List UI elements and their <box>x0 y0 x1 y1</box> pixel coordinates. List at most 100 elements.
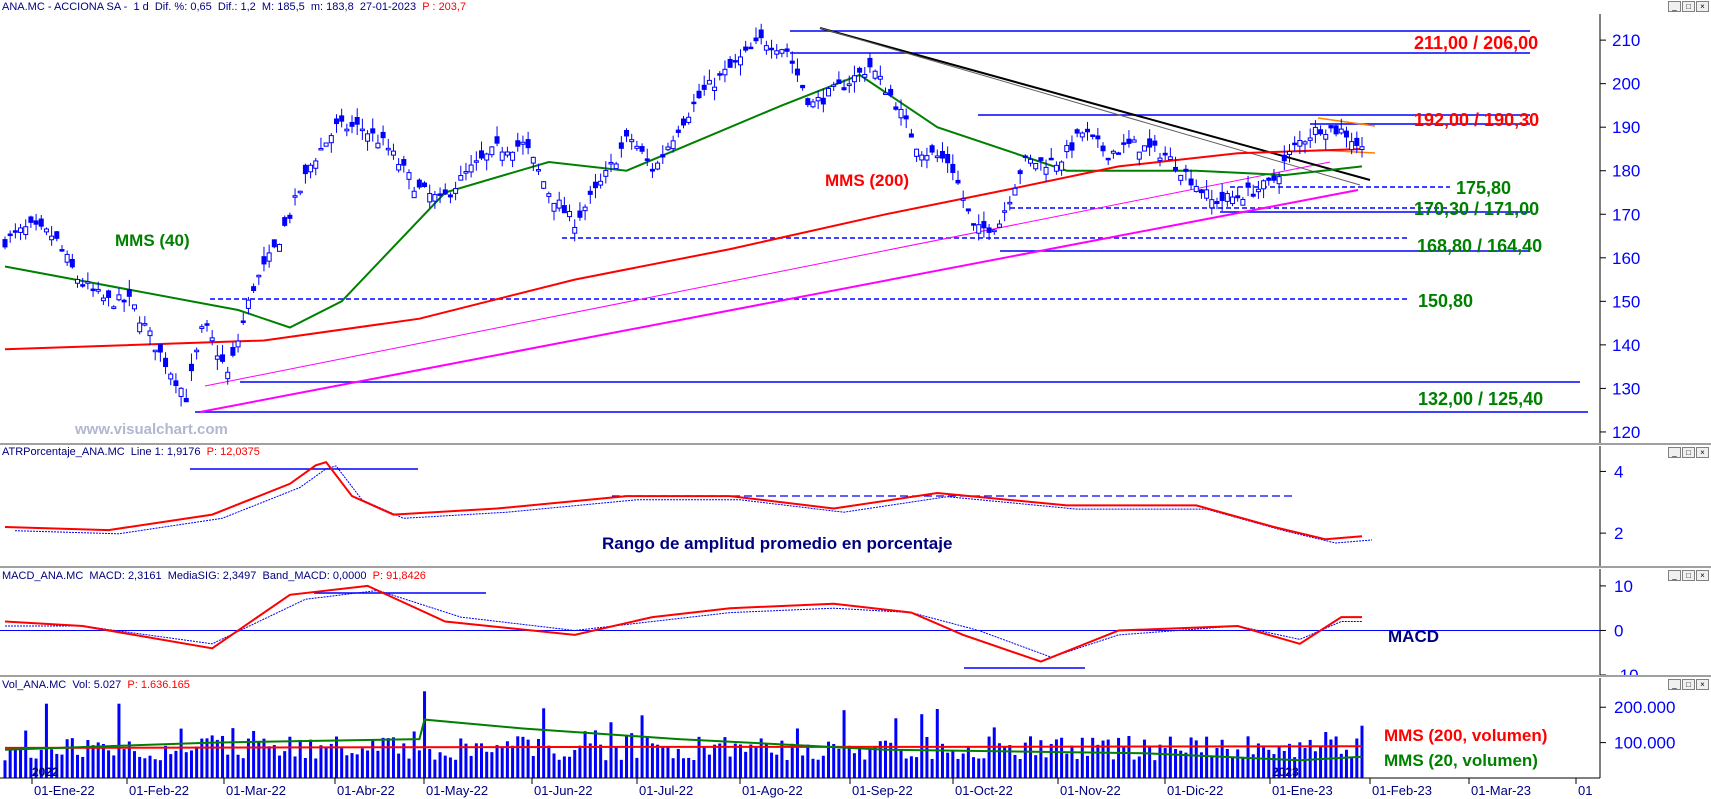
volume-bar <box>272 745 276 778</box>
volume-bar <box>96 742 100 778</box>
volume-bar <box>666 747 670 778</box>
candle-body <box>1074 129 1080 134</box>
price-tick-label: 160 <box>1612 249 1640 268</box>
candle-body <box>525 139 531 149</box>
candle-body <box>85 281 91 284</box>
volume-close-button[interactable]: × <box>1696 679 1709 690</box>
macd-tick-label: 0 <box>1614 621 1623 640</box>
volume-bar <box>350 753 354 778</box>
macd-restore-button[interactable]: _ <box>1668 570 1681 581</box>
atr-close-button[interactable]: × <box>1696 447 1709 458</box>
atr-maximize-button[interactable]: □ <box>1682 447 1695 458</box>
volume-bar <box>1101 740 1105 778</box>
volume-tick-label: 100.000 <box>1614 734 1675 753</box>
candle-body <box>815 96 821 102</box>
volume-bar <box>630 733 634 778</box>
macd-line <box>4 584 1362 663</box>
volume-maximize-button[interactable]: □ <box>1682 679 1695 690</box>
date-tick-label: 01-Feb-23 <box>1372 783 1432 798</box>
volume-bar <box>345 755 349 778</box>
volume-bar <box>718 743 722 778</box>
candle-body <box>701 84 707 90</box>
volume-bar <box>827 741 831 778</box>
volume-bar <box>526 739 530 778</box>
candle-body <box>297 190 303 194</box>
volume-bar <box>1039 740 1043 778</box>
candle-body <box>152 349 158 353</box>
macd-close-button[interactable]: × <box>1696 570 1709 581</box>
volume-bar <box>878 741 882 778</box>
candle-body <box>618 142 624 149</box>
volume-bar <box>1210 756 1214 778</box>
volume-bar <box>241 758 245 778</box>
volume-bar <box>1132 759 1136 778</box>
volume-bar <box>894 718 898 778</box>
candle-body <box>851 75 857 83</box>
separator-1[interactable] <box>0 443 1711 445</box>
volume-bar <box>935 709 939 778</box>
candle-body <box>665 146 671 151</box>
candle-body <box>432 194 438 202</box>
volume-bar <box>13 747 17 778</box>
candle-body <box>1193 185 1199 193</box>
candle-body <box>339 115 345 122</box>
candle-body <box>592 181 598 189</box>
volume-bar <box>697 736 701 778</box>
candle-body <box>515 140 521 147</box>
price-maximize-button[interactable]: □ <box>1682 1 1695 12</box>
support-trendline-thin <box>204 161 1331 387</box>
date-tick-label: 01 <box>1578 783 1592 798</box>
candle-body <box>587 190 593 195</box>
separator-2[interactable] <box>0 566 1711 568</box>
candle-body <box>996 223 1002 228</box>
candle-body <box>261 256 267 265</box>
volume-bar <box>459 738 463 778</box>
price-panel[interactable]: ANA.MC - ACCIONA SA - 1 d Dif. %: 0,65 D… <box>0 0 1711 448</box>
candle-body <box>1126 138 1132 144</box>
atr-restore-button[interactable]: _ <box>1668 447 1681 458</box>
volume-restore-button[interactable]: _ <box>1668 679 1681 690</box>
candle-body <box>639 146 645 152</box>
candle-body <box>1059 161 1065 171</box>
volume-bar <box>1282 750 1286 778</box>
volume-bar <box>55 753 59 778</box>
volume-bar <box>221 735 225 778</box>
volume-bar <box>744 751 748 778</box>
candle-body <box>468 164 474 173</box>
atr-panel[interactable]: ATRPorcentaje_ANA.MC Line 1: 1,9176 P: 1… <box>0 446 1711 568</box>
date-tick-label: 01-Oct-22 <box>955 783 1013 798</box>
candle-body <box>365 133 371 142</box>
macd-maximize-button[interactable]: □ <box>1682 570 1695 581</box>
macd-panel[interactable]: MACD_ANA.MC MACD: 2,3161 MediaSIG: 2,349… <box>0 569 1711 677</box>
candle-body <box>810 101 816 108</box>
volume-panel[interactable]: Vol_ANA.MC Vol: 5.027 P: 1.636.165 _ □ ×… <box>0 678 1711 799</box>
volume-bar <box>1256 743 1260 778</box>
candle-body <box>12 230 18 233</box>
volume-bar <box>44 703 48 778</box>
volume-bar <box>29 757 33 778</box>
candle-body <box>1162 152 1168 156</box>
volume-bar <box>1054 739 1058 778</box>
candle-body <box>1012 187 1018 196</box>
volume-bar <box>127 741 131 778</box>
candle-body <box>1167 156 1173 161</box>
volume-bar <box>314 758 318 778</box>
candle-body <box>111 306 117 309</box>
mms200-label: MMS (200) <box>825 171 909 190</box>
volume-bar <box>1070 745 1074 778</box>
price-restore-button[interactable]: _ <box>1668 1 1681 12</box>
mms40-label: MMS (40) <box>115 231 190 250</box>
macd-panel-header: MACD_ANA.MC MACD: 2,3161 MediaSIG: 2,349… <box>2 570 426 582</box>
volume-bar <box>252 730 256 778</box>
price-panel-header: ANA.MC - ACCIONA SA - 1 d Dif. %: 0,65 D… <box>2 1 467 13</box>
candle-body <box>251 286 257 291</box>
volume-chart: MMS (200, volumen) MMS (20, volumen) 100… <box>0 678 1675 798</box>
candle-body <box>706 79 712 85</box>
candle-body <box>266 252 272 262</box>
volume-bar <box>138 756 142 778</box>
price-close-button[interactable]: × <box>1696 1 1709 12</box>
separator-3[interactable] <box>0 675 1711 677</box>
atr-caption: Rango de amplitud promedio en porcentaje <box>602 534 952 553</box>
candle-body <box>841 87 847 91</box>
volume-bar <box>65 739 69 778</box>
